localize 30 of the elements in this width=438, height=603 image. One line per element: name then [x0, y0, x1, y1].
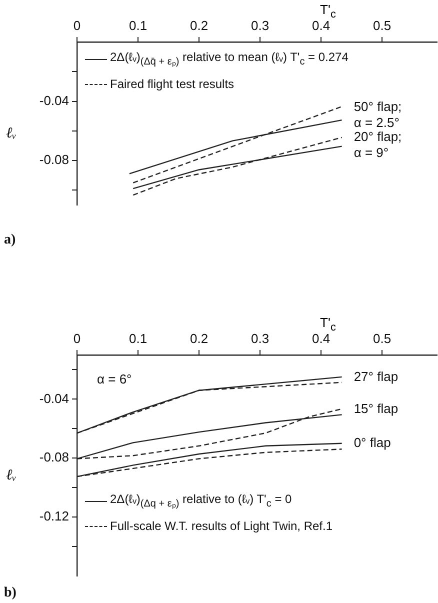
x-tick-label: 0	[73, 18, 81, 33]
line-series	[132, 136, 342, 196]
annotation: 0° flap	[354, 435, 391, 452]
text: b)	[4, 586, 17, 601]
x-tick-label: 0.5	[373, 330, 392, 346]
x-tick-label: 0.1	[128, 18, 148, 33]
y-axis-title: ℓᵥ	[6, 125, 16, 142]
x-tick-label: 0.1	[128, 330, 148, 346]
x-tick-label: 0.3	[251, 18, 270, 33]
annotation: 50° flap; α = 2.5°	[354, 98, 402, 131]
legend-label: Faired flight test results	[110, 76, 234, 94]
annotation: α = 6°	[97, 372, 132, 387]
y-tick-label: -0.04	[39, 92, 69, 108]
text: a)	[4, 232, 16, 248]
y-tick-label: -0.08	[39, 450, 69, 465]
x-tick-label: 0.3	[251, 330, 270, 346]
annotation: 15° flap	[354, 400, 398, 417]
y-tick-label: -0.08	[39, 152, 69, 168]
legend-label: 2Δ(ℓᵥ)$_{(Δq̄ + εₚ)}$ relative to mean (ℓᵥ) T'$_{c}$ = 0.274	[110, 49, 348, 70]
y-tick-label: -0.04	[39, 390, 69, 406]
annotation: 27° flap	[354, 368, 398, 385]
legend-label: Full-scale W.T. results of Light Twin, Ref.1	[110, 518, 333, 536]
legend-label: 2Δ(ℓᵥ)$_{(Δq + εₚ)}$ relative to (ℓᵥ) T'$_{c}$ = 0	[110, 491, 292, 512]
x-tick-label: 0.5	[373, 18, 392, 33]
y-tick-label: -0.12	[39, 508, 69, 524]
x-tick-label: 0.2	[190, 18, 208, 33]
annotation: 20° flap; α = 9°	[354, 129, 402, 162]
x-tick-label: 0.2	[190, 330, 208, 346]
y-axis-title: ℓᵥ	[6, 467, 16, 484]
x-tick-label: 0	[73, 330, 81, 346]
